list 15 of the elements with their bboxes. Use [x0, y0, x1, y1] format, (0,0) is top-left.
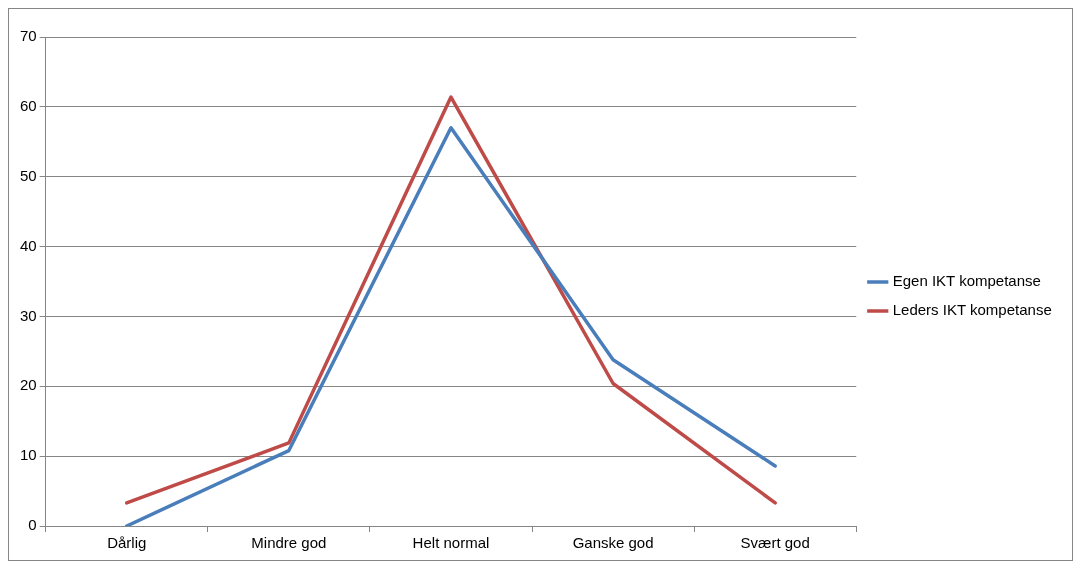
y-tick-label: 0	[28, 516, 37, 534]
x-tick-label: Ganske god	[572, 534, 654, 552]
x-tick-label: Dårlig	[107, 534, 147, 552]
y-tick-label: 20	[20, 376, 37, 394]
y-tick-label: 30	[20, 306, 37, 324]
x-tick-label: Svært god	[740, 534, 810, 552]
y-tick-label: 70	[20, 27, 37, 45]
legend-label: Egen IKT kompetanse	[892, 272, 1041, 290]
x-tick-label: Helt normal	[412, 534, 490, 552]
y-tick-label: 10	[20, 446, 37, 464]
y-tick-label: 40	[20, 236, 37, 254]
y-tick-label: 60	[20, 97, 37, 114]
y-tick-label: 50	[20, 166, 37, 184]
x-tick-label: Mindre god	[251, 534, 327, 552]
legend-label: Leders IKT kompetanse	[892, 301, 1052, 319]
